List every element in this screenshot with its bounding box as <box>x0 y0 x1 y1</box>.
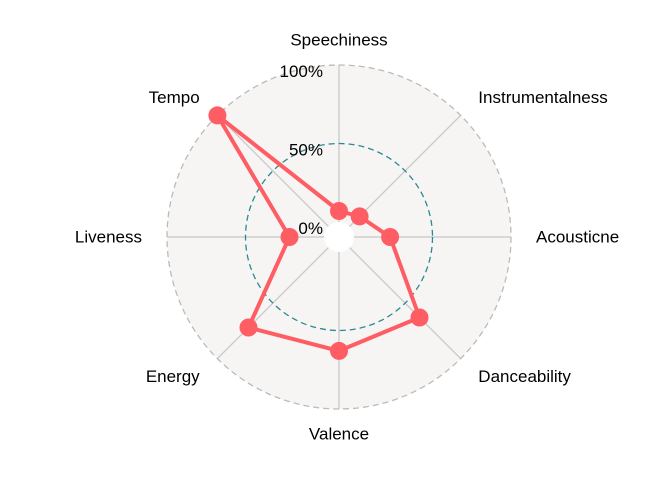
axis-label-acousticness: Acousticne <box>536 228 619 247</box>
data-point-valence <box>330 341 348 360</box>
axis-label-danceability: Danceability <box>478 367 571 386</box>
axis-label-instrumentalness: Instrumentalness <box>478 88 607 107</box>
data-point-speechiness <box>330 202 348 220</box>
spoke-energy <box>216 236 340 360</box>
data-point-liveness <box>280 228 299 246</box>
data-point-energy <box>239 318 258 337</box>
data-point-acousticness <box>381 228 400 246</box>
axis-label-valence: Valence <box>309 425 369 444</box>
spoke-tempo <box>216 114 340 238</box>
data-point-instrumentalness <box>350 207 369 226</box>
grid-label-0pct: 0% <box>298 219 323 238</box>
grid-label-50pct: 50% <box>289 141 323 160</box>
grid-label-100pct: 100% <box>280 62 323 81</box>
grid-ring-100pct <box>166 64 512 410</box>
radar-center-hole <box>324 222 354 252</box>
axis-label-tempo: Tempo <box>149 88 200 107</box>
spoke-danceability <box>338 236 462 360</box>
axis-label-liveness: Liveness <box>75 228 142 247</box>
axis-label-speechiness: Speechiness <box>290 31 387 50</box>
axis-label-energy: Energy <box>146 367 200 386</box>
grid-ring-50pct <box>244 142 434 332</box>
data-point-tempo <box>208 106 227 125</box>
data-point-danceability <box>410 308 429 327</box>
